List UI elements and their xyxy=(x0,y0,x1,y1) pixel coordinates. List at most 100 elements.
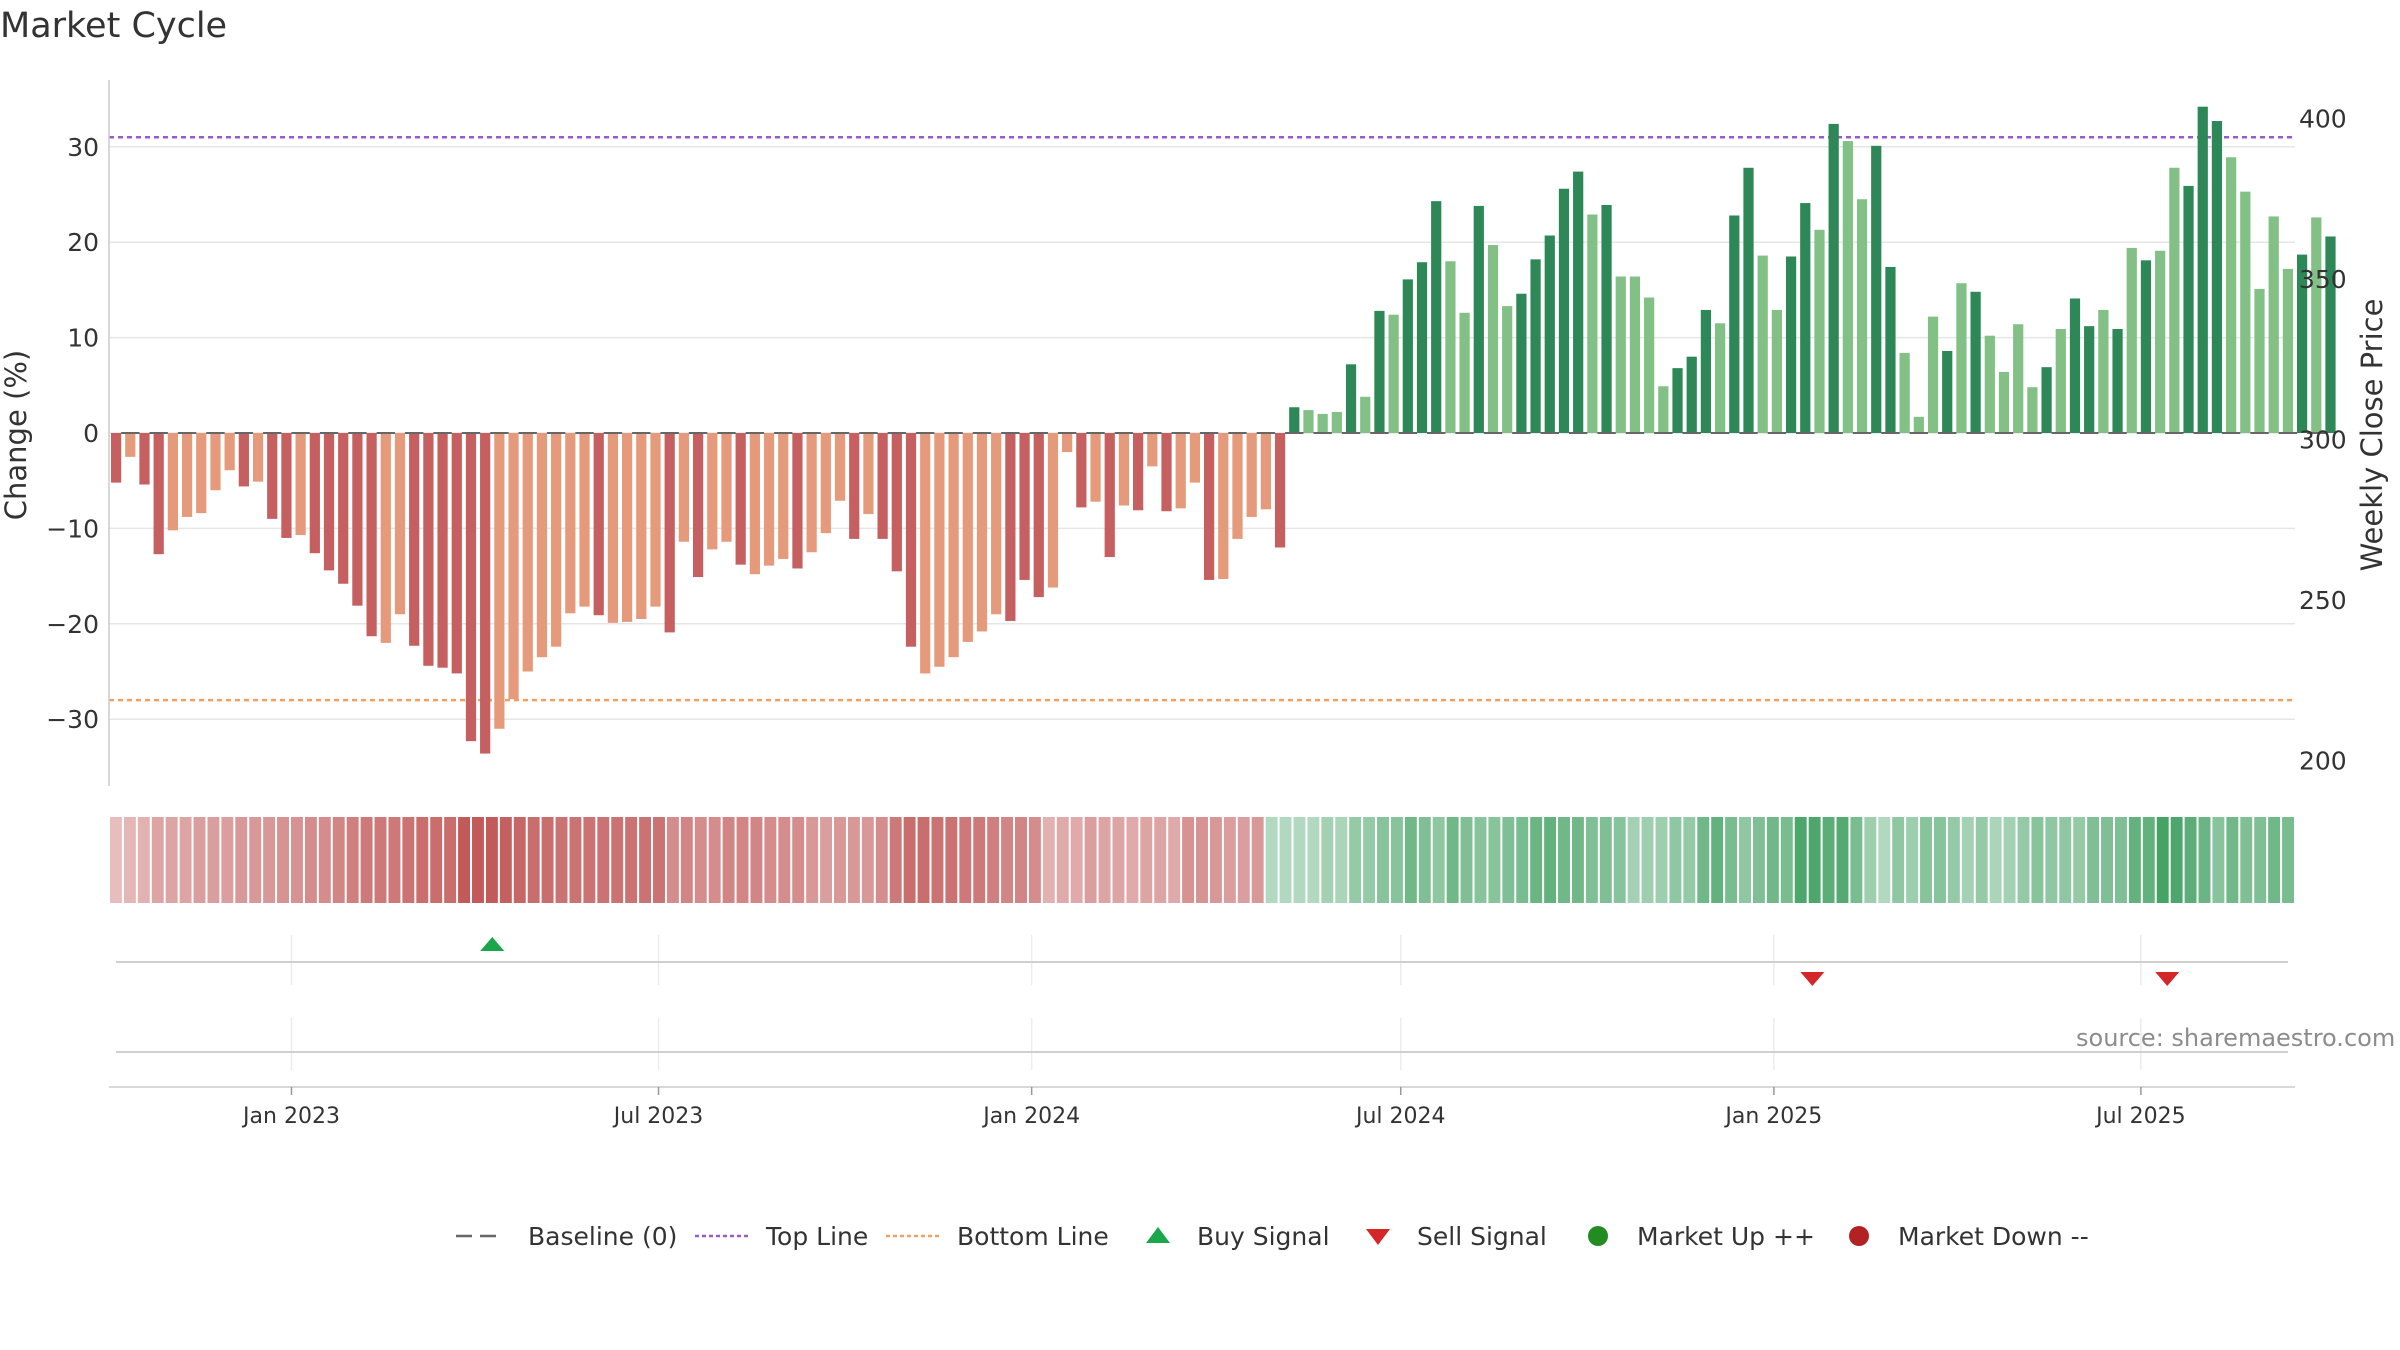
heat-cell xyxy=(2031,817,2044,903)
bar xyxy=(1998,371,2010,433)
heat-cell xyxy=(1321,817,1334,903)
bar xyxy=(2098,309,2109,433)
y-tick-label: −20 xyxy=(46,610,99,639)
bar xyxy=(139,433,150,485)
heat-cell xyxy=(1390,817,1403,903)
bar xyxy=(920,433,931,674)
sell-signal-marker xyxy=(2155,972,2180,986)
bar xyxy=(2325,236,2336,433)
heat-cell xyxy=(1947,817,1960,903)
heat-cell xyxy=(1112,817,1125,903)
heat-cell xyxy=(1516,817,1529,903)
heat-cell xyxy=(778,817,791,903)
bar xyxy=(664,433,675,633)
bar xyxy=(2197,106,2208,434)
heat-cell xyxy=(666,817,679,903)
bar xyxy=(2296,254,2308,433)
heat-cell xyxy=(1377,817,1389,903)
x-tick-label: Jan 2024 xyxy=(981,1104,1080,1129)
heat-cell xyxy=(1070,817,1083,903)
sell-signal-marker xyxy=(1800,972,1825,986)
bar xyxy=(1502,306,1513,433)
bar xyxy=(2140,260,2152,433)
heat-cell xyxy=(625,817,638,903)
heat-cell xyxy=(2282,817,2294,903)
heat-cell xyxy=(834,817,846,903)
heat-cell xyxy=(875,817,888,903)
bar xyxy=(1473,205,1484,433)
bar xyxy=(763,433,775,566)
heat-cell xyxy=(1001,817,1014,903)
heat-cell xyxy=(931,817,944,903)
heat-cell xyxy=(2184,817,2197,903)
bar xyxy=(1274,433,1286,548)
heat-cell xyxy=(2003,817,2016,903)
y-tick-label: −30 xyxy=(46,705,99,734)
bar xyxy=(480,433,491,754)
heat-cell xyxy=(1933,817,1946,903)
heat-cell xyxy=(820,817,833,903)
heat-cell xyxy=(249,817,262,903)
bar xyxy=(593,433,604,616)
bar xyxy=(1757,255,1768,433)
bar xyxy=(2183,185,2194,433)
heat-cell xyxy=(597,817,610,903)
heat-cell xyxy=(1474,817,1487,903)
bar xyxy=(1672,368,1683,433)
bar xyxy=(252,433,264,482)
bar xyxy=(934,433,945,667)
heat-cell xyxy=(527,817,540,903)
y-tick-label: 10 xyxy=(67,324,99,353)
bar xyxy=(1601,204,1612,433)
bar xyxy=(1218,433,1229,579)
bar xyxy=(1232,433,1243,539)
heat-cell xyxy=(792,817,805,903)
signal-panel xyxy=(116,935,2288,986)
heat-cell xyxy=(123,817,136,903)
bar xyxy=(1090,433,1101,502)
bar xyxy=(352,433,363,606)
heat-cell xyxy=(332,817,345,903)
bar xyxy=(806,433,817,553)
bar xyxy=(1019,433,1030,580)
bar xyxy=(1970,291,1981,433)
bar xyxy=(267,433,278,519)
bar xyxy=(2013,324,2024,433)
heat-cell xyxy=(165,817,178,903)
heat-cell xyxy=(1530,817,1543,903)
bar xyxy=(1942,350,1953,433)
bar xyxy=(366,433,377,637)
change-bars xyxy=(110,106,2336,754)
bar xyxy=(1658,386,1669,433)
bar xyxy=(579,433,590,607)
y-axis-label: Change (%) xyxy=(0,350,33,520)
heat-cell xyxy=(1209,817,1222,903)
heat-cell xyxy=(1794,817,1807,903)
legend-item: Market Down -- xyxy=(1849,1222,2089,1251)
heat-cell xyxy=(1613,817,1626,903)
bar xyxy=(2311,217,2322,433)
bar xyxy=(778,433,789,559)
bar xyxy=(423,433,434,666)
heat-cell xyxy=(639,817,652,903)
bar xyxy=(1445,261,1456,433)
bar xyxy=(1487,245,1499,433)
bar xyxy=(1743,167,1754,433)
bar xyxy=(1913,416,1924,433)
legend-label: Baseline (0) xyxy=(528,1222,677,1251)
heat-cell xyxy=(1697,817,1710,903)
heat-cell xyxy=(444,817,457,903)
heat-cell xyxy=(221,817,234,903)
legend-swatch xyxy=(1366,1229,1390,1245)
bar xyxy=(1558,188,1570,433)
legend-label: Bottom Line xyxy=(957,1222,1109,1251)
legend-swatch xyxy=(1849,1226,1869,1246)
bar xyxy=(2069,298,2081,433)
bar xyxy=(834,433,846,501)
heat-cell xyxy=(736,817,749,903)
bar xyxy=(2027,387,2038,433)
legend-label: Market Down -- xyxy=(1898,1222,2089,1251)
heat-cell xyxy=(903,817,916,903)
heat-cell xyxy=(806,817,819,903)
